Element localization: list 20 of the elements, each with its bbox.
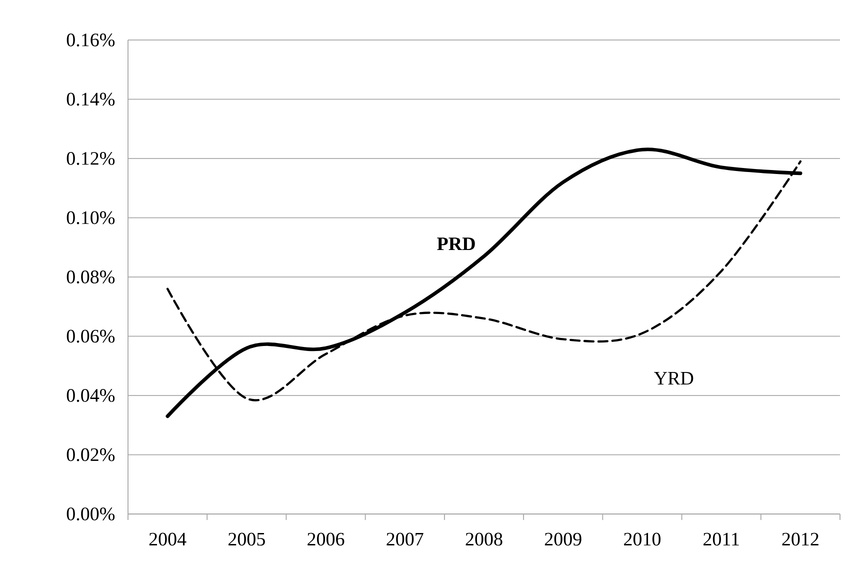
y-tick-label: 0.14% (66, 92, 115, 106)
x-tick-label: 2011 (704, 532, 739, 546)
y-tick-label: 0.16% (66, 34, 115, 46)
y-tick-label: 0.10% (66, 211, 115, 224)
x-tick-label: 2010 (624, 532, 661, 546)
text: YRD (654, 372, 694, 385)
y-tick-label: 0.04% (66, 389, 115, 402)
x-tick-label: 2012 (782, 532, 818, 546)
y-tick-label: 0.08% (66, 270, 115, 284)
x-tick-label: 2005 (228, 532, 265, 546)
x-tick-label: 2004 (149, 532, 186, 546)
y-tick-label: 0.12% (66, 152, 115, 165)
x-tick-label: 2008 (466, 532, 502, 546)
y-tick-label: 0.00% (66, 508, 115, 520)
x-tick-label: 2006 (308, 532, 344, 546)
x-tick-label: 2007 (386, 532, 424, 546)
x-tick-label: 2009 (544, 532, 582, 546)
series-label: PRD (437, 238, 475, 250)
y-tick-label: 0.06% (66, 330, 115, 343)
y-tick-label: 0.02% (66, 448, 115, 462)
